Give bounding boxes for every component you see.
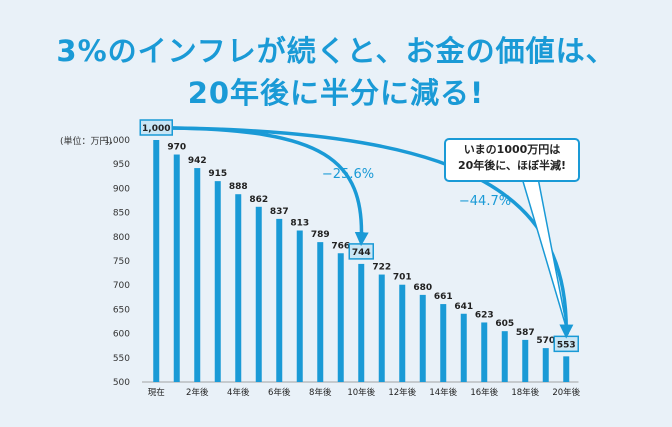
bar [501,331,508,382]
bar [153,140,160,382]
y-tick-label: 500 [113,378,130,388]
bar [522,339,529,382]
x-tick-label: 現在 [148,387,165,398]
bar [235,194,242,382]
y-tick-label: 900 [113,184,130,194]
value-label: 553 [557,340,576,350]
value-label: 915 [208,169,227,179]
bar [296,230,303,382]
value-label: 837 [270,207,289,217]
value-label-box [139,119,173,136]
callout-pointer [520,177,569,335]
x-tick-label: 2年後 [186,387,209,398]
callout-box: いまの1000万円は 20年後に、ほぼ半減! [444,138,580,182]
bar [173,154,180,382]
value-label: 766 [331,241,350,251]
value-label: 623 [475,310,494,320]
x-tick-label: 6年後 [268,387,291,398]
annotation-label: −25.6% [322,167,374,182]
callout-line-1: いまの1000万円は [463,143,561,156]
x-tick-label: 10年後 [347,387,375,398]
bar [358,263,365,382]
value-label: 1,000 [142,124,170,134]
bar [563,356,570,382]
callout-line-2: 20年後に、ほぼ半減! [458,159,566,172]
bar [481,322,488,382]
value-label: 888 [229,182,248,192]
x-tick-label: 8年後 [309,387,332,398]
x-tick-label: 20年後 [552,387,580,398]
value-label: 661 [434,292,453,302]
y-tick-label: 700 [113,281,130,291]
value-label: 570 [536,336,555,346]
value-label: 942 [188,156,207,166]
value-label: 862 [249,195,268,205]
value-label: 813 [290,219,309,229]
bar [542,348,549,382]
bar [399,284,406,382]
value-label: 587 [516,328,535,338]
value-label: 744 [352,248,371,258]
annotation-arrow [172,126,369,247]
bar [255,206,262,382]
value-label: 680 [413,283,432,293]
bar [317,242,324,382]
value-label: 605 [495,319,514,329]
value-label: 701 [393,273,412,283]
y-tick-label: 550 [113,354,130,364]
y-tick-label: 950 [113,160,130,170]
y-axis-unit-label: (単位：万円) [60,137,113,147]
x-tick-label: 14年後 [429,387,457,398]
x-tick-label: 16年後 [470,387,498,398]
y-tick-label: 750 [113,257,130,267]
x-tick-label: 12年後 [388,387,416,398]
bar [276,218,283,382]
value-label: 722 [372,263,391,273]
y-tick-label: 1,000 [104,136,130,146]
bar [214,181,221,382]
y-tick-label: 850 [113,209,130,219]
bar [378,274,385,382]
annotation-label: −44.7% [459,194,511,209]
x-tick-label: 4年後 [227,387,250,398]
bar [194,168,201,382]
y-tick-label: 800 [113,233,130,243]
y-tick-label: 650 [113,305,130,315]
bar [337,253,344,382]
chart-title-line-2: 20年後に半分に減る! [187,76,485,110]
value-label: 970 [167,143,186,153]
value-label: 641 [454,302,473,312]
x-tick-label: 18年後 [511,387,539,398]
bar [440,304,447,382]
value-label: 789 [311,230,330,240]
y-tick-label: 600 [113,330,130,340]
bar [419,294,426,382]
bar [460,313,467,382]
chart-title-line-1: 3%のインフレが続くと、お金の価値は、 [56,34,616,68]
